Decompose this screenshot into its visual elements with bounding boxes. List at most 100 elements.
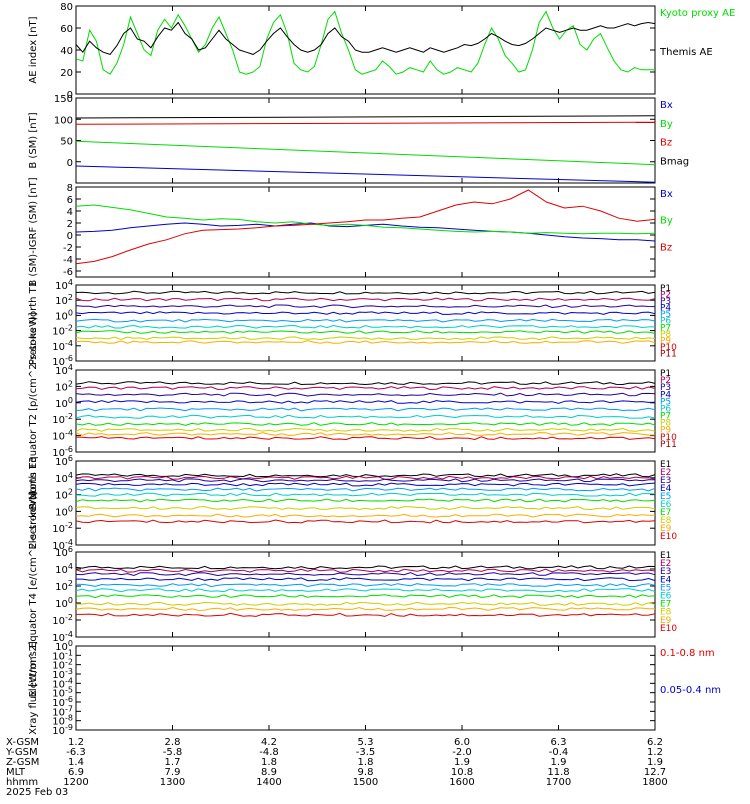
legend-p9: P9 xyxy=(660,336,671,346)
y-axis-label: B (SM)-IGRF (SM) [nT] xyxy=(28,177,39,286)
legend-e2: E2 xyxy=(660,559,671,569)
footer-value: -4.8 xyxy=(259,747,279,758)
legend-p2: P2 xyxy=(660,376,671,386)
footer-value: 1500 xyxy=(352,777,379,788)
legend-bz: Bz xyxy=(660,242,672,253)
y-tick-label: 10-2 xyxy=(52,324,73,338)
legend-e9: E9 xyxy=(660,616,672,626)
legend-e5: E5 xyxy=(660,583,671,593)
legend-p11: P11 xyxy=(660,440,677,450)
legend-themis-ae: Themis AE xyxy=(659,47,713,58)
y-tick-label: -6 xyxy=(63,267,73,278)
legend-e1: E1 xyxy=(660,551,671,561)
footer-value: 1.9 xyxy=(550,757,567,768)
legend-0-05-0-4-nm: 0.05-0.4 nm xyxy=(660,685,721,696)
y-tick-label: 100 xyxy=(55,396,73,410)
y-tick-label: 10-2 xyxy=(52,658,73,672)
series-line-kyoto-proxy-ae xyxy=(75,10,655,75)
y-axis-label: Xray flux [W/m^2] xyxy=(28,641,39,735)
y-tick-label: 10-4 xyxy=(52,630,73,644)
y-tick-label: 4 xyxy=(67,207,73,218)
legend-bx: Bx xyxy=(660,189,673,200)
series-line-bx xyxy=(75,165,656,183)
y-tick-label: 40 xyxy=(60,46,73,57)
series-line-p4 xyxy=(75,400,656,404)
series-line-e9 xyxy=(75,606,655,611)
footer-value: 4.2 xyxy=(261,737,277,748)
series-line-e3 xyxy=(75,478,655,483)
y-tick-label: 6 xyxy=(67,195,73,206)
series-line-e2 xyxy=(75,475,656,480)
y-tick-label: 100 xyxy=(55,639,73,653)
series-line-p5 xyxy=(75,318,656,323)
series-line-e1 xyxy=(75,473,656,478)
legend-bx: Bx xyxy=(660,100,673,111)
legend-e3: E3 xyxy=(660,476,671,486)
series-line-p1 xyxy=(75,381,656,386)
legend-p5: P5 xyxy=(660,310,671,320)
y-tick-label: 102 xyxy=(55,488,73,502)
footer-row-label: X-GSM xyxy=(6,737,40,748)
legend-p8: P8 xyxy=(660,419,671,429)
y-tick-label: 10-1 xyxy=(52,648,73,662)
footer-value: -0.4 xyxy=(548,747,569,758)
y-tick-label: 60 xyxy=(60,24,73,35)
footer-value: 1.2 xyxy=(647,747,663,758)
legend-p10: P10 xyxy=(660,343,677,353)
legend-e7: E7 xyxy=(660,600,671,610)
legend-p1: P1 xyxy=(660,369,671,379)
y-tick-label: 10-7 xyxy=(52,704,73,718)
y-tick-label: 10-4 xyxy=(52,538,73,552)
footer-value: 1.8 xyxy=(261,757,277,768)
footer-value: -5.8 xyxy=(162,747,183,758)
y-tick-label: 10-5 xyxy=(52,686,73,700)
legend-p8: P8 xyxy=(660,330,671,340)
series-line-e8 xyxy=(75,601,656,606)
footer-row-label: Y-GSM xyxy=(6,747,38,758)
footer-value: 1400 xyxy=(256,777,282,788)
footer-value: 2.8 xyxy=(164,737,181,748)
legend-p7: P7 xyxy=(660,412,671,422)
legend-p11: P11 xyxy=(660,349,677,359)
legend-p9: P9 xyxy=(660,426,671,436)
footer-value: -6.3 xyxy=(66,747,86,758)
legend-p4: P4 xyxy=(660,304,671,314)
legend-by: By xyxy=(660,216,673,227)
y-tick-label: 10-4 xyxy=(52,429,73,443)
legend-0-1-0-8-nm: 0.1-0.8 nm xyxy=(660,648,715,659)
footer-value: 10.8 xyxy=(450,767,474,778)
y-tick-label: 100 xyxy=(55,596,73,610)
y-tick-label: 102 xyxy=(55,293,73,307)
y-tick-label: 102 xyxy=(55,379,73,393)
footer-value: 7.9 xyxy=(164,767,181,778)
y-tick-label: 10-9 xyxy=(52,723,73,737)
series-line-p9 xyxy=(75,432,655,436)
panel-6: 106 104 102 100 10-2 10-4 Electrons North T3 E1… xyxy=(28,454,677,552)
series-line-e4 xyxy=(75,482,656,487)
series-line-p1 xyxy=(75,290,656,295)
panel-1: 0 20 40 60 80 AE index [nT] Kyoto proxy AE Them… xyxy=(28,2,735,101)
y-axis-label: AE index [nT] xyxy=(28,16,39,83)
legend-e5: E5 xyxy=(660,492,671,502)
y-tick-label: 102 xyxy=(55,579,73,593)
series-line-e1 xyxy=(75,565,656,570)
footer-row-label: hhmm xyxy=(6,777,39,788)
footer-value: -3.5 xyxy=(355,747,376,758)
series-line-e4 xyxy=(76,577,656,582)
footer-value: 9.8 xyxy=(357,767,374,778)
legend-p6: P6 xyxy=(660,404,671,414)
legend-by: By xyxy=(660,119,673,130)
y-tick-label: 2 xyxy=(67,219,73,230)
footer-value: 8.9 xyxy=(261,767,277,778)
legend-e3: E3 xyxy=(660,567,671,577)
series-line-e2 xyxy=(75,568,656,573)
footer-value: 1300 xyxy=(159,777,186,788)
legend-e4: E4 xyxy=(660,484,672,494)
y-tick-label: 10-8 xyxy=(52,714,73,728)
y-axis-label: Protons North T1 xyxy=(28,281,39,365)
panel-frame xyxy=(75,460,656,546)
